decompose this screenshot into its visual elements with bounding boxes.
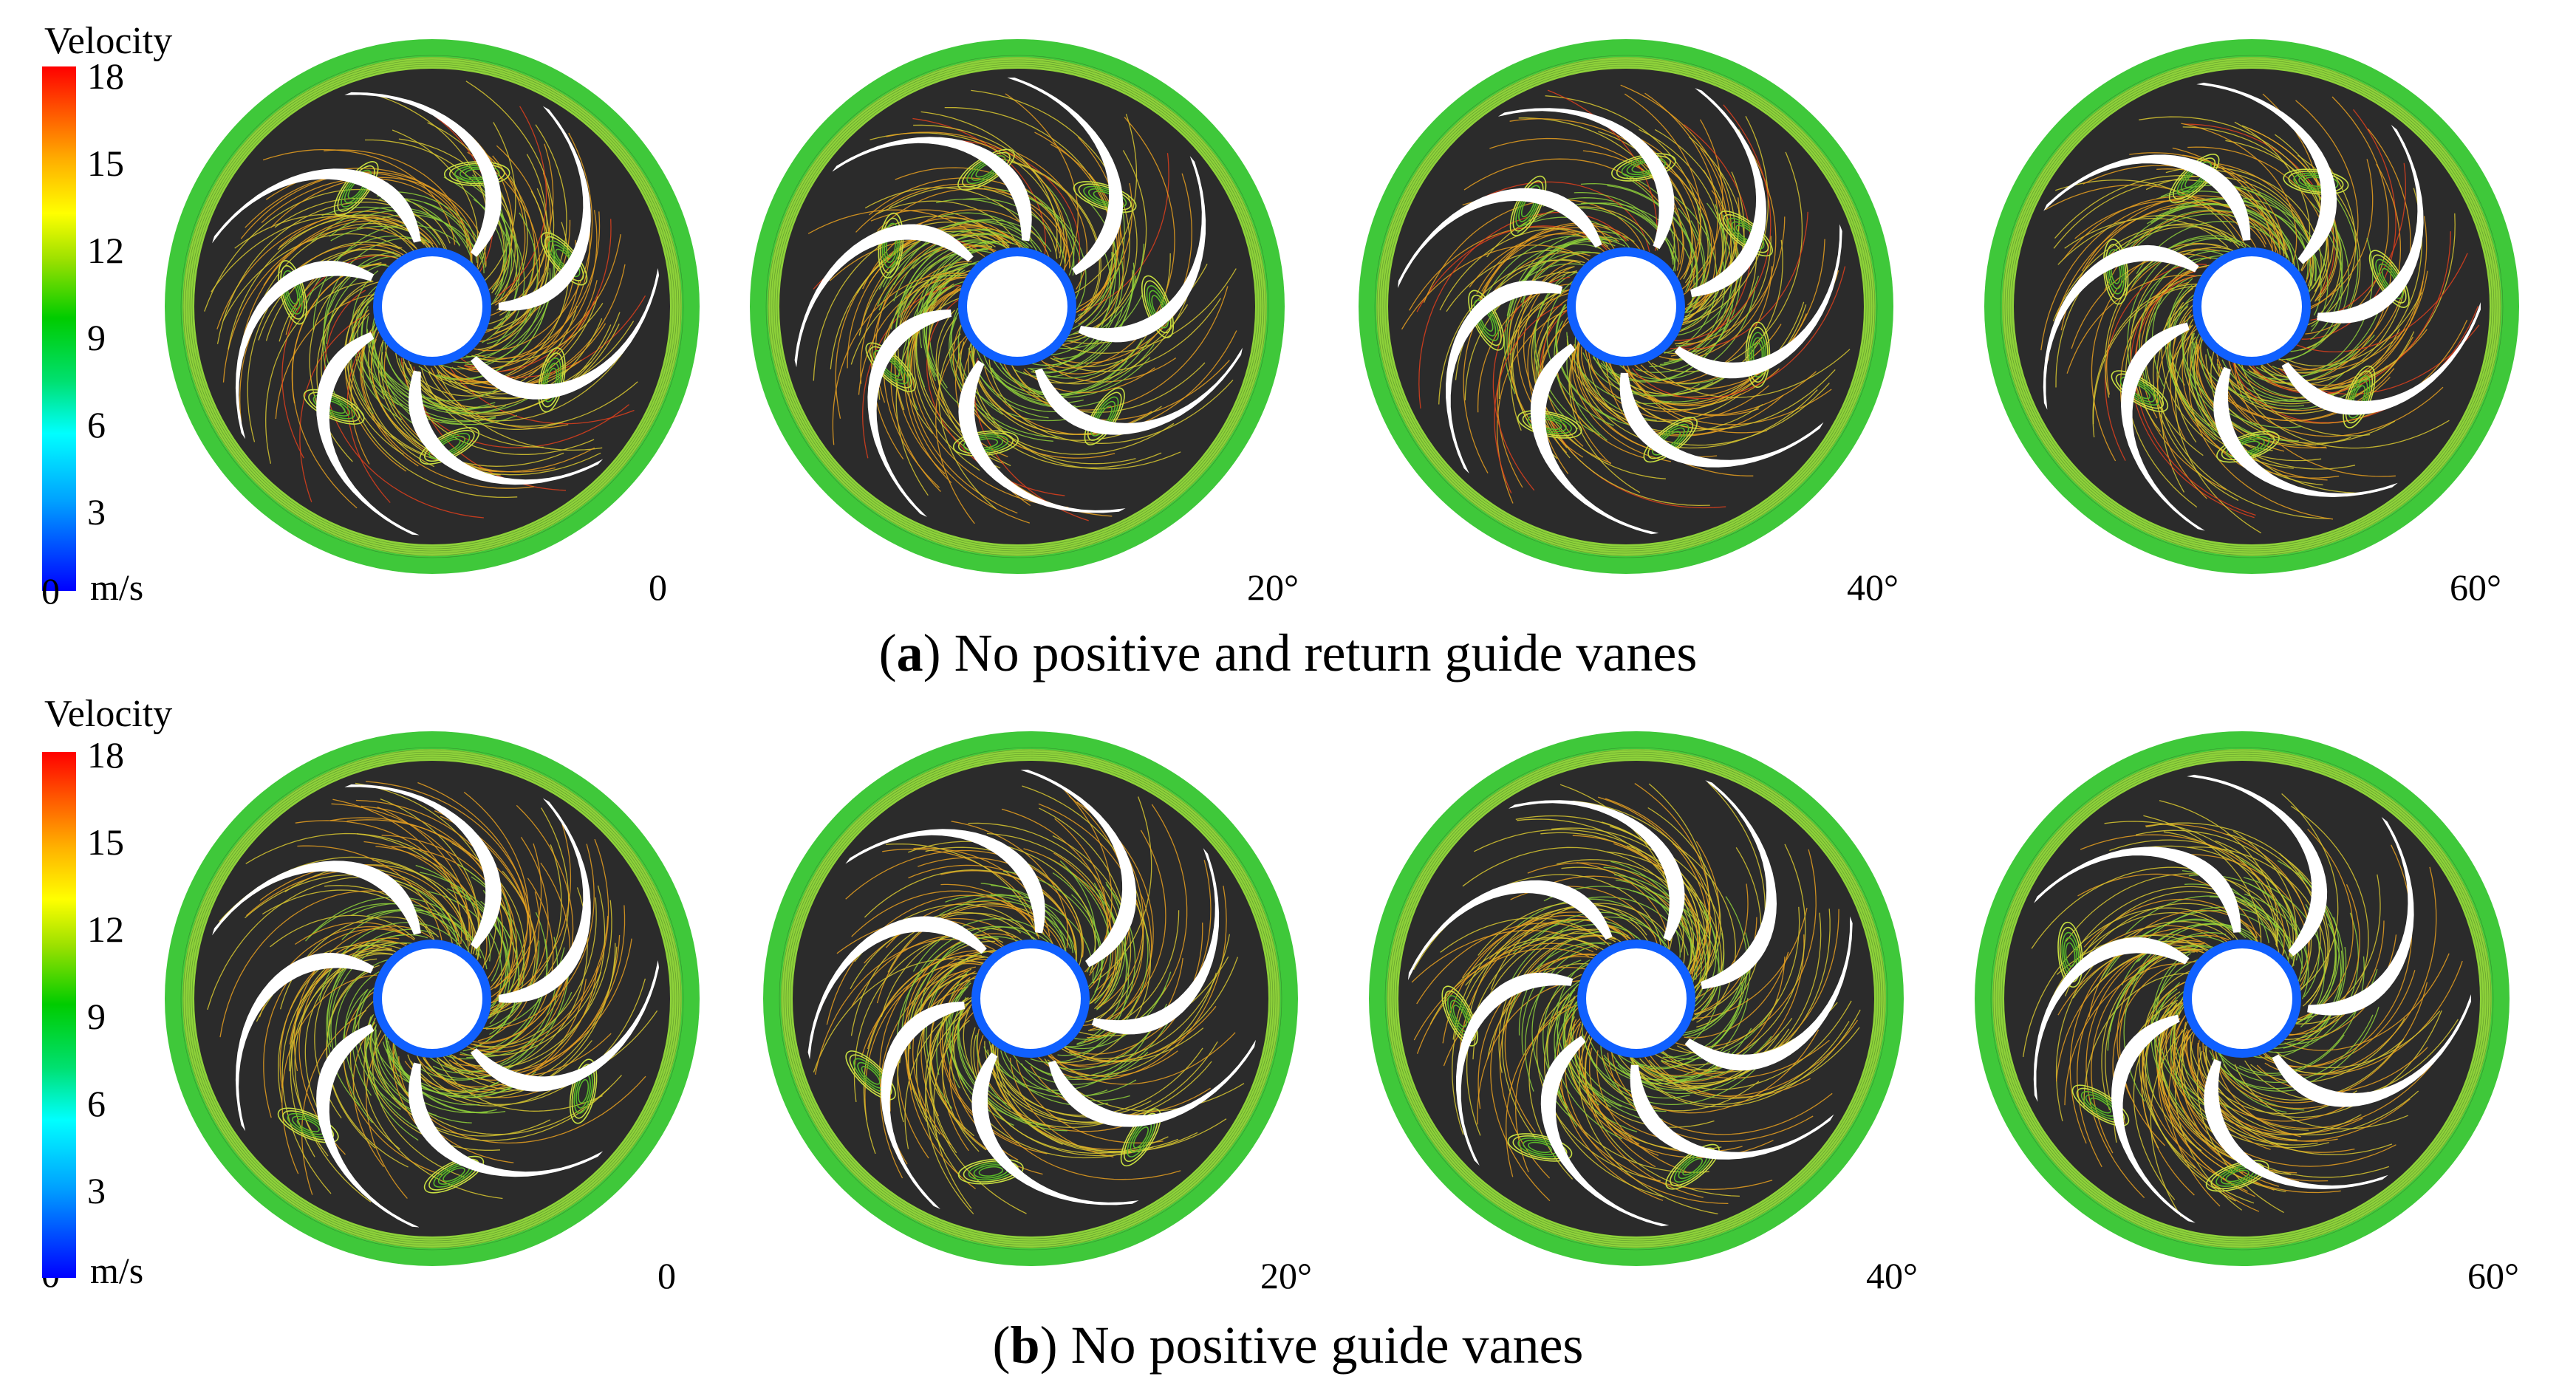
- vortices: [1468, 153, 1773, 463]
- blade: [344, 784, 502, 949]
- colorbar-tick: 18: [87, 734, 124, 776]
- blade: [1497, 108, 1675, 250]
- panel-a: Velocity 18 15 12 9 6 3 0 m/s 0 20° 40° …: [41, 20, 2521, 683]
- hub: [2192, 948, 2292, 1049]
- blade: [2187, 774, 2328, 957]
- blade: [2033, 937, 2190, 1102]
- angle-label: 20°: [1247, 567, 1299, 608]
- blade: [958, 360, 1126, 513]
- colorbar-unit: m/s: [90, 1250, 144, 1291]
- colorbar-tick: 0: [41, 570, 60, 612]
- panel-b: Velocity 18 15 12 9 6 3 0 m/s 0 20° 40° …: [0, 695, 2576, 1399]
- colorbar-tick: 15: [87, 143, 124, 184]
- blade: [2043, 154, 2251, 241]
- blade: [867, 309, 952, 517]
- blades: [1408, 780, 1853, 1227]
- hub: [382, 948, 482, 1049]
- blade: [2034, 846, 2241, 933]
- hub: [1576, 256, 1676, 357]
- impeller-plot: [163, 729, 702, 1272]
- blade: [212, 168, 421, 244]
- hub: [2201, 256, 2302, 357]
- colorbar-tick: 18: [87, 55, 124, 97]
- blade: [1508, 800, 1685, 942]
- blade: [344, 92, 502, 257]
- colorbar-tick: 3: [87, 491, 106, 533]
- blade: [235, 953, 375, 1132]
- blades: [2043, 82, 2481, 531]
- hub: [980, 948, 1081, 1049]
- colorbar-title: Velocity: [44, 20, 173, 62]
- blades: [2033, 774, 2471, 1223]
- blade: [212, 861, 421, 936]
- vortices: [845, 1050, 1161, 1185]
- angle-label: 40°: [1847, 567, 1899, 608]
- impeller-plot: [1356, 37, 1896, 580]
- colorbar-tick: 6: [87, 404, 106, 445]
- angle-label: 0: [649, 567, 667, 608]
- blade: [235, 261, 375, 439]
- angle-label: 60°: [2450, 567, 2501, 608]
- angle-label: 0: [657, 1255, 676, 1296]
- blade: [1674, 224, 1842, 379]
- impeller-plot: [1367, 729, 1906, 1272]
- blade: [2043, 244, 2199, 410]
- blades: [212, 92, 660, 536]
- colorbar-tick: 9: [87, 996, 106, 1037]
- blades: [794, 78, 1243, 517]
- blades: [1398, 88, 1842, 535]
- colorbar-unit: m/s: [90, 567, 144, 608]
- figure-caption-b: (b) No positive guide vanes: [992, 1316, 1584, 1375]
- streamlines: [207, 781, 658, 1203]
- streamlines: [1411, 781, 1861, 1215]
- hub: [1586, 948, 1687, 1049]
- blade: [807, 916, 987, 1060]
- blade: [1684, 916, 1853, 1071]
- blade: [881, 1002, 966, 1209]
- colorbar-tick: 12: [87, 909, 124, 950]
- impeller-plot: [1972, 729, 2512, 1272]
- colorbar-tick: 3: [87, 1170, 106, 1211]
- colorbar-tick: 9: [87, 317, 106, 358]
- figure-caption-a: (a) No positive and return guide vanes: [878, 623, 1698, 683]
- colorbar-title: Velocity: [44, 693, 173, 735]
- blade: [794, 224, 974, 368]
- angle-label: 20°: [1260, 1255, 1312, 1296]
- impeller-plot: [761, 729, 1300, 1272]
- angle-label: 60°: [2467, 1255, 2519, 1296]
- colorbar: [42, 66, 76, 591]
- hub: [382, 256, 482, 357]
- impeller-plot: [163, 37, 702, 580]
- hub: [967, 256, 1067, 357]
- blade: [1690, 88, 1766, 298]
- blade: [971, 1052, 1139, 1205]
- blades: [212, 784, 660, 1228]
- angle-label: 40°: [1866, 1255, 1918, 1296]
- impeller-plot: [1982, 37, 2521, 580]
- blades: [807, 770, 1256, 1209]
- blade: [1701, 780, 1777, 990]
- colorbar-tick: 15: [87, 821, 124, 863]
- colorbar-tick: 6: [87, 1083, 106, 1124]
- colorbar: [42, 752, 76, 1278]
- colorbar-tick: 12: [87, 230, 124, 271]
- impeller-plot: [748, 37, 1287, 580]
- blade: [2196, 82, 2337, 264]
